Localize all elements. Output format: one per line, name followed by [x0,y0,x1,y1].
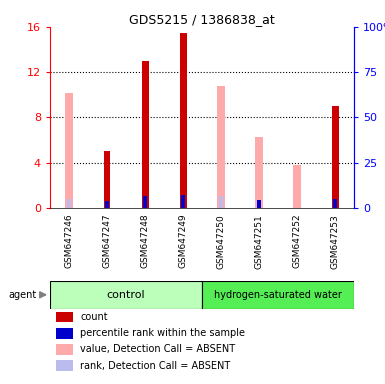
Text: value, Detection Call = ABSENT: value, Detection Call = ABSENT [80,344,236,354]
Bar [202,281,354,309]
Text: GSM647246: GSM647246 [65,214,74,268]
Bar [293,165,301,208]
Text: GSM647249: GSM647249 [179,214,187,268]
Text: GSM647250: GSM647250 [217,214,226,269]
Bar [56,312,73,323]
Bar [143,196,147,208]
Text: GSM647252: GSM647252 [293,214,302,268]
Text: GSM647253: GSM647253 [331,214,340,269]
Text: GSM647251: GSM647251 [254,214,264,269]
Bar [255,137,263,208]
Bar [50,281,202,309]
Bar [56,328,73,339]
Bar [56,344,73,355]
Bar [219,196,223,208]
Bar [104,151,110,208]
Text: agent: agent [8,290,45,300]
Bar [257,200,261,208]
Text: hydrogen-saturated water: hydrogen-saturated water [214,290,342,300]
Bar [180,33,187,208]
Text: count: count [80,312,108,322]
Bar [105,201,109,208]
Text: GSM647247: GSM647247 [102,214,112,268]
Text: GSM647248: GSM647248 [141,214,150,268]
Bar [333,199,338,208]
Bar [142,61,149,208]
Text: rank, Detection Call = ABSENT: rank, Detection Call = ABSENT [80,361,231,371]
Bar [332,106,339,208]
Text: percentile rank within the sample: percentile rank within the sample [80,328,246,338]
Bar [56,360,73,371]
Bar [67,199,71,208]
Title: GDS5215 / 1386838_at: GDS5215 / 1386838_at [129,13,275,26]
Text: control: control [107,290,146,300]
Bar [181,195,186,208]
Bar [65,93,73,208]
Bar [257,200,261,208]
Bar [217,86,225,208]
